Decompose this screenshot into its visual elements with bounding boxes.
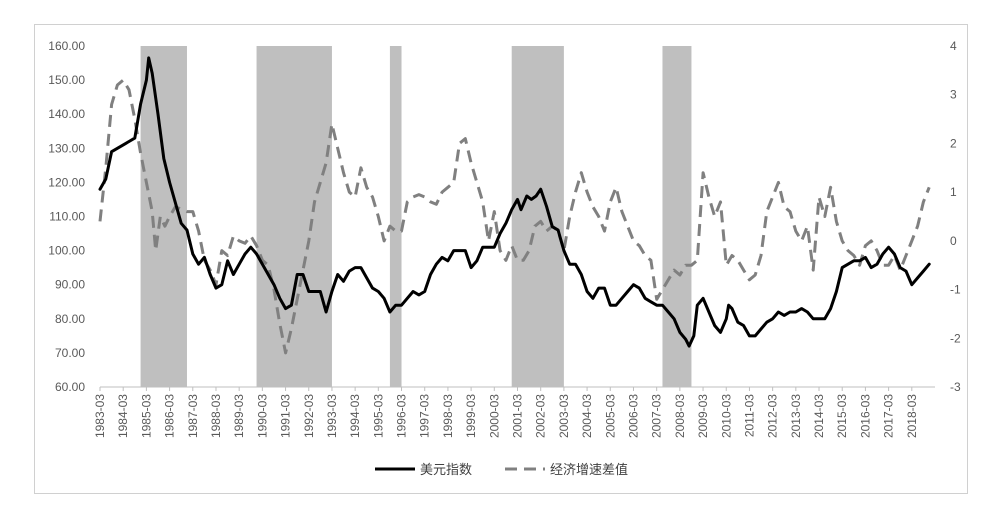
x-tick-label: 1996-03 bbox=[395, 394, 409, 438]
x-tick-label: 2012-03 bbox=[766, 394, 780, 438]
x-tick-label: 1990-03 bbox=[255, 394, 269, 438]
x-tick-label: 1989-03 bbox=[232, 394, 246, 438]
x-axis: 1983-03 1984-03 1985-03 1986-03 1987-03 1988-… bbox=[93, 386, 935, 438]
legend: 美元指数 经济增速差值 bbox=[375, 462, 628, 478]
x-tick-label: 1994-03 bbox=[348, 394, 362, 438]
left-y-axis: 60.00 70.00 80.00 90.00 100.00 110.00 120.00 13… bbox=[48, 39, 85, 394]
x-tick-label: 2016-03 bbox=[858, 394, 872, 438]
x-tick-label: 1986-03 bbox=[163, 394, 177, 438]
usd-index-line bbox=[98, 56, 931, 348]
right-y-tick-label: 1 bbox=[950, 185, 957, 199]
shaded-period-2 bbox=[389, 46, 402, 387]
right-y-tick-label: 3 bbox=[950, 88, 957, 102]
left-y-tick-label: 160.00 bbox=[48, 39, 85, 53]
x-tick-label: 1997-03 bbox=[418, 394, 432, 438]
x-tick-label: 2002-03 bbox=[534, 394, 548, 438]
left-y-tick-label: 70.00 bbox=[55, 346, 85, 360]
left-y-tick-label: 150.00 bbox=[48, 73, 85, 87]
right-y-tick-label: 4 bbox=[950, 39, 957, 53]
x-tick-label: 1984-03 bbox=[116, 394, 130, 438]
growth-diff-line bbox=[98, 78, 931, 355]
x-tick-label: 2007-03 bbox=[650, 394, 664, 438]
x-tick-label: 2001-03 bbox=[511, 394, 525, 438]
right-y-tick-label: 2 bbox=[950, 136, 957, 150]
right-y-tick-label: -1 bbox=[950, 283, 961, 297]
x-tick-label: 1991-03 bbox=[279, 394, 293, 438]
left-y-tick-label: 60.00 bbox=[55, 380, 85, 394]
x-tick-label: 1999-03 bbox=[464, 394, 478, 438]
x-tick-label: 2015-03 bbox=[835, 394, 849, 438]
left-y-tick-label: 130.00 bbox=[48, 141, 85, 155]
shaded-period-1 bbox=[256, 46, 332, 387]
x-tick-label: 2010-03 bbox=[719, 394, 733, 438]
right-y-tick-label: -3 bbox=[950, 380, 961, 394]
x-tick-label: 2006-03 bbox=[626, 394, 640, 438]
left-y-tick-label: 120.00 bbox=[48, 175, 85, 189]
x-tick-label: 1992-03 bbox=[302, 394, 316, 438]
series-lines bbox=[98, 56, 931, 355]
x-tick-label: 1988-03 bbox=[209, 394, 223, 438]
shaded-period-4 bbox=[662, 46, 692, 387]
x-tick-label: 1993-03 bbox=[325, 394, 339, 438]
legend-label-usd: 美元指数 bbox=[420, 463, 472, 478]
x-tick-label: 2005-03 bbox=[603, 394, 617, 438]
x-tick-label: 2014-03 bbox=[812, 394, 826, 438]
x-tick-label: 1985-03 bbox=[139, 394, 153, 438]
right-y-axis: -3 -2 -1 0 1 2 3 4 bbox=[950, 39, 961, 394]
x-tick-label: 2011-03 bbox=[742, 394, 756, 437]
right-y-tick-label: -2 bbox=[950, 331, 961, 345]
shaded-periods bbox=[140, 46, 692, 387]
left-y-tick-label: 90.00 bbox=[55, 278, 85, 292]
right-y-tick-label: 0 bbox=[950, 234, 957, 248]
x-tick-label: 1987-03 bbox=[186, 394, 200, 438]
left-y-tick-label: 110.00 bbox=[49, 210, 85, 224]
x-tick-label: 1995-03 bbox=[371, 394, 385, 438]
left-y-tick-label: 80.00 bbox=[55, 312, 85, 326]
x-tick-label: 2000-03 bbox=[487, 394, 501, 438]
x-tick-label: 2017-03 bbox=[882, 394, 896, 438]
shaded-period-3 bbox=[511, 46, 564, 387]
x-tick-label: 2018-03 bbox=[905, 394, 919, 438]
legend-label-growth: 经济增速差值 bbox=[550, 462, 628, 478]
x-tick-label: 1998-03 bbox=[441, 394, 455, 438]
left-y-tick-label: 140.00 bbox=[48, 107, 85, 121]
left-y-tick-label: 100.00 bbox=[48, 244, 85, 258]
x-tick-label: 2009-03 bbox=[696, 394, 710, 438]
x-tick-label: 2008-03 bbox=[673, 394, 687, 438]
x-tick-label: 1983-03 bbox=[93, 394, 107, 438]
x-tick-label: 2004-03 bbox=[580, 394, 594, 438]
x-tick-label: 2003-03 bbox=[557, 394, 571, 438]
x-tick-label: 2013-03 bbox=[789, 394, 803, 438]
